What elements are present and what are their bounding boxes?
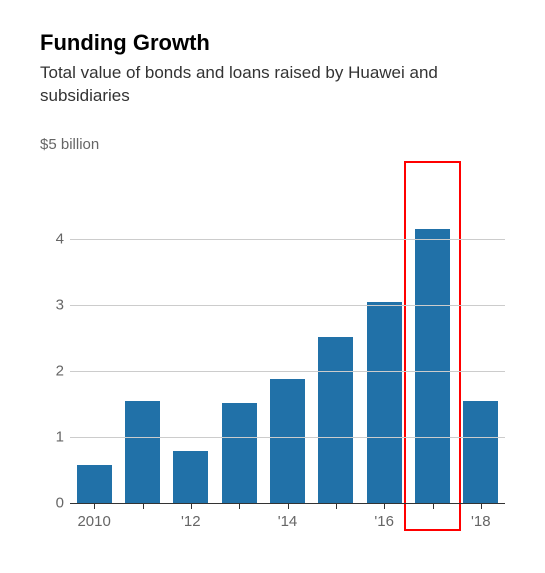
x-tick-mark (239, 503, 240, 509)
x-tick-label: '12 (181, 513, 201, 530)
chart-title: Funding Growth (40, 30, 505, 56)
y-tick-label: 0 (40, 494, 64, 511)
y-tick-label: 2 (40, 362, 64, 379)
chart-container: Funding Growth Total value of bonds and … (0, 0, 545, 573)
x-tick-mark (191, 503, 192, 509)
gridline (70, 371, 505, 372)
x-tick-mark (433, 503, 434, 509)
x-axis: 2010 '12 '14 '16 '18 (70, 503, 505, 533)
x-tick-label: '16 (374, 513, 394, 530)
x-tick-mark (481, 503, 482, 509)
y-axis-top-label: $5 billion (40, 136, 505, 153)
bars-group (70, 173, 505, 503)
bar (367, 302, 402, 503)
x-tick-mark (143, 503, 144, 509)
plot-area: 01234 (40, 173, 505, 503)
x-tick-mark (94, 503, 95, 509)
bar (318, 337, 353, 503)
bar (77, 465, 112, 503)
gridline (70, 305, 505, 306)
x-tick-label: '18 (471, 513, 491, 530)
bar (415, 229, 450, 503)
bar (173, 451, 208, 502)
bar (222, 403, 257, 503)
x-tick-label: '14 (278, 513, 298, 530)
y-tick-label: 3 (40, 296, 64, 313)
y-tick-label: 4 (40, 230, 64, 247)
bar (463, 401, 498, 503)
bar (125, 401, 160, 503)
chart-subtitle: Total value of bonds and loans raised by… (40, 62, 505, 108)
bar (270, 379, 305, 503)
x-tick-mark (336, 503, 337, 509)
x-tick-mark (288, 503, 289, 509)
gridline (70, 437, 505, 438)
gridline (70, 239, 505, 240)
x-tick-label: 2010 (77, 513, 110, 530)
y-tick-label: 1 (40, 428, 64, 445)
x-tick-mark (384, 503, 385, 509)
